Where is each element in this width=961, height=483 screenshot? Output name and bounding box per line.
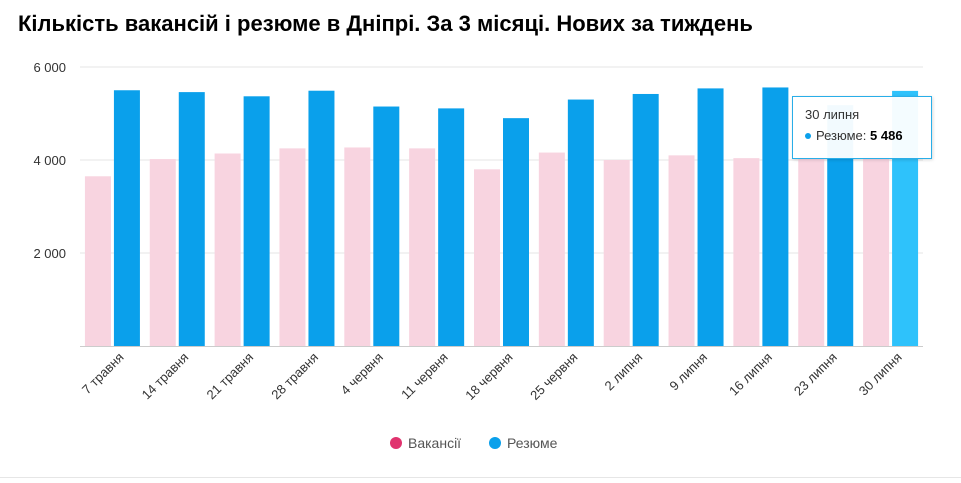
bottom-divider (0, 477, 961, 478)
bar-resumes[interactable] (503, 118, 529, 347)
tooltip: 30 липня Резюме: 5 486 (792, 96, 932, 159)
bar-resumes[interactable] (308, 90, 335, 346)
bar-vacancies[interactable] (863, 156, 890, 346)
legend: Вакансії Резюме (390, 435, 558, 451)
x-tick-label: 16 липня (726, 350, 775, 399)
bar-resumes[interactable] (373, 106, 400, 347)
bar-resumes[interactable] (762, 87, 789, 347)
bar-resumes[interactable] (243, 96, 270, 346)
y-tick-label: 2 000 (33, 246, 66, 261)
x-tick-label: 18 червня (462, 350, 515, 403)
bar-vacancies[interactable] (344, 147, 371, 346)
tooltip-value: 5 486 (870, 128, 903, 143)
grid-lines (80, 66, 923, 254)
y-axis-ticks: 2 000 4 000 6 000 (33, 60, 66, 261)
x-tick-label: 4 червня (338, 350, 386, 398)
bar-vacancies[interactable] (603, 160, 630, 346)
legend-marker[interactable] (489, 437, 501, 449)
bar-vacancies[interactable] (733, 158, 760, 346)
bar-vacancies[interactable] (214, 153, 241, 346)
bar-vacancies[interactable] (668, 155, 695, 346)
x-tick-label: 23 липня (791, 350, 840, 399)
bar-resumes[interactable] (438, 108, 465, 346)
x-tick-label: 21 травня (203, 350, 256, 403)
y-tick-label: 6 000 (33, 60, 66, 75)
x-tick-label: 11 червня (398, 350, 451, 403)
tooltip-date: 30 липня (805, 107, 860, 122)
tooltip-series-label: Резюме: (816, 128, 867, 143)
legend-marker[interactable] (390, 437, 402, 449)
x-tick-label: 9 липня (666, 350, 710, 394)
tooltip-series-dot (805, 132, 811, 139)
x-tick-label: 30 липня (856, 350, 905, 399)
tooltip-row: Резюме: 5 486 (805, 128, 919, 143)
x-tick-label: 28 травня (268, 350, 321, 403)
bar-vacancies[interactable] (84, 176, 111, 346)
page-title: Кількість вакансій і резюме в Дніпрі. За… (18, 11, 753, 36)
x-axis-ticks: 7 травня 14 травня 21 травня 28 травня 4 чер… (79, 350, 905, 403)
bar-resumes[interactable] (113, 90, 140, 346)
bar-vacancies[interactable] (538, 152, 565, 346)
legend-label[interactable]: Вакансії (408, 435, 461, 451)
x-tick-label: 7 травня (79, 350, 127, 398)
bar-vacancies[interactable] (798, 157, 825, 346)
x-tick-label: 25 червня (527, 350, 580, 403)
bar-vacancies[interactable] (409, 148, 436, 346)
bar-resumes[interactable] (632, 93, 659, 346)
bar-vacancies[interactable] (149, 159, 176, 346)
bar-resumes[interactable] (178, 92, 205, 346)
y-tick-label: 4 000 (33, 153, 66, 168)
bars (84, 87, 919, 347)
bar-vacancies[interactable] (474, 169, 500, 346)
bar-vacancies[interactable] (279, 148, 306, 346)
x-tick-label: 2 липня (602, 350, 646, 394)
bar-resumes[interactable] (697, 88, 724, 346)
bar-resumes[interactable] (567, 99, 594, 346)
legend-label[interactable]: Резюме (507, 435, 558, 451)
x-tick-label: 14 травня (139, 350, 192, 403)
